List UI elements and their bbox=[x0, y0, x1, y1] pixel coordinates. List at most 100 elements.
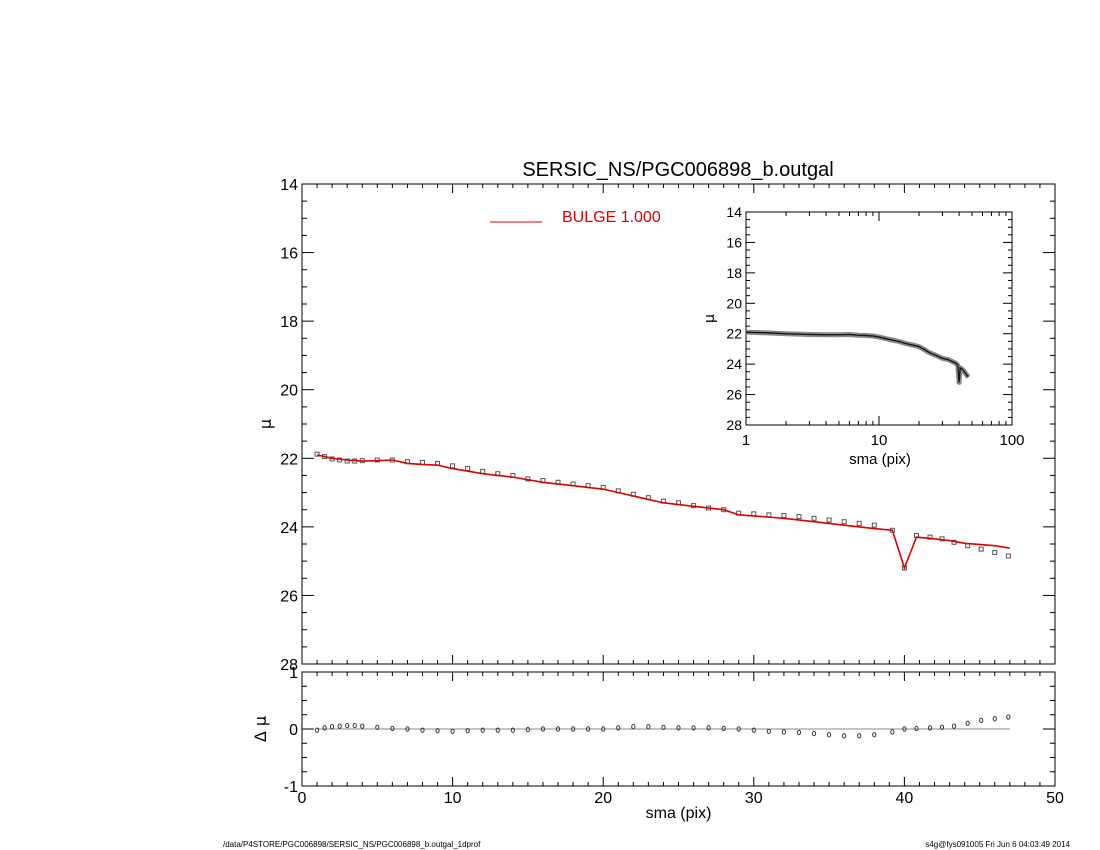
y-tick-label: -1 bbox=[284, 779, 298, 796]
inset-log-panel: 14 16 18 20 22 24 26 281 10 100 sma (pix) μ bbox=[702, 204, 1025, 468]
inset-plot-frame bbox=[745, 211, 1013, 426]
data-point bbox=[992, 550, 998, 556]
residual-point bbox=[616, 725, 621, 731]
y-tick-label: 16 bbox=[280, 246, 298, 263]
data-point bbox=[1005, 553, 1011, 559]
residual-point bbox=[751, 727, 756, 733]
inset-y-tick-label: 26 bbox=[726, 387, 742, 403]
residual-point bbox=[939, 724, 945, 730]
data-point bbox=[871, 522, 877, 528]
inset-y-tick-label: 16 bbox=[726, 234, 742, 250]
residual-point bbox=[345, 722, 350, 729]
residual-point bbox=[857, 733, 862, 739]
y-tick-label: 26 bbox=[280, 588, 298, 605]
residual-point bbox=[352, 722, 357, 729]
residual-point bbox=[390, 725, 395, 732]
residual-point bbox=[525, 726, 531, 733]
y-tick-label: 18 bbox=[280, 314, 298, 331]
footer-file-path: /data/P4STORE/PGC006898/SERSIC_NS/PGC006… bbox=[223, 840, 481, 849]
residual-point bbox=[510, 727, 515, 733]
main-profile-panel: 14 16 18 20 22 24 26 28 μ BULGE 1.000 bbox=[256, 177, 1056, 674]
residual-point bbox=[890, 729, 895, 735]
inset-x-tick-label: 100 bbox=[999, 432, 1024, 449]
residual-point bbox=[586, 726, 591, 732]
residual-point bbox=[965, 720, 970, 726]
residual-point bbox=[691, 725, 696, 731]
data-point bbox=[314, 451, 320, 457]
residual-point bbox=[435, 728, 440, 734]
data-point bbox=[465, 466, 471, 472]
inset-y-tick-label: 20 bbox=[726, 295, 742, 311]
inset-x-tick-label: 10 bbox=[871, 432, 888, 449]
data-point bbox=[811, 515, 817, 521]
inset-y-tick-label: 24 bbox=[726, 356, 742, 372]
residual-point bbox=[872, 732, 877, 738]
x-tick-label: 30 bbox=[745, 790, 763, 807]
residual-point bbox=[842, 733, 847, 739]
residual-point bbox=[314, 727, 320, 733]
residual-point bbox=[661, 724, 666, 730]
residual-point bbox=[601, 726, 606, 732]
y-tick-label: 22 bbox=[280, 451, 298, 468]
residual-point bbox=[465, 728, 470, 734]
inset-x-axis-label: sma (pix) bbox=[849, 451, 911, 468]
residual-point bbox=[570, 726, 576, 732]
residual-point bbox=[405, 726, 410, 732]
residual-point bbox=[914, 725, 919, 732]
residual-point bbox=[951, 723, 957, 729]
y-tick-label: 1 bbox=[289, 665, 298, 682]
residual-point bbox=[766, 728, 771, 734]
y-tick-label: 0 bbox=[289, 722, 298, 739]
residual-point bbox=[360, 723, 365, 729]
data-point bbox=[781, 513, 787, 519]
legend-label-bulge: BULGE 1.000 bbox=[562, 209, 661, 226]
data-point bbox=[796, 514, 802, 520]
y-tick-label: 20 bbox=[280, 383, 298, 400]
residual-point bbox=[322, 725, 327, 731]
residual-point bbox=[420, 727, 425, 733]
residual-point bbox=[480, 727, 485, 733]
data-point bbox=[344, 458, 350, 464]
y-tick-label: 28 bbox=[280, 657, 298, 674]
residual-point bbox=[979, 717, 984, 724]
residual-point bbox=[902, 726, 907, 732]
residual-point bbox=[555, 726, 561, 732]
bulge-model-line bbox=[316, 454, 1010, 571]
residual-point bbox=[992, 716, 997, 722]
x-tick-label: 20 bbox=[594, 790, 612, 807]
x-tick-label: 50 bbox=[1046, 790, 1064, 807]
residual-point bbox=[375, 724, 380, 730]
inset-y-tick-label: 28 bbox=[726, 417, 742, 433]
inset-model-line bbox=[745, 331, 969, 383]
y-tick-label: 14 bbox=[280, 177, 298, 194]
residual-point bbox=[827, 732, 832, 738]
residual-point bbox=[330, 724, 335, 730]
residual-point bbox=[1006, 714, 1011, 720]
inset-x-tick-label: 1 bbox=[742, 432, 750, 449]
x-tick-label: 10 bbox=[444, 790, 462, 807]
data-point bbox=[826, 517, 832, 523]
x-axis-label: sma (pix) bbox=[646, 805, 712, 822]
residual-point bbox=[337, 723, 342, 729]
inset-y-tick-label: 22 bbox=[726, 326, 742, 342]
residual-point bbox=[676, 725, 681, 731]
residual-point bbox=[781, 729, 787, 735]
residual-point bbox=[495, 727, 500, 733]
footer-timestamp: s4g@fys091005 Fri Jun 6 04:03:49 2014 bbox=[925, 840, 1070, 849]
x-tick-label: 40 bbox=[896, 790, 914, 807]
data-point bbox=[841, 519, 847, 525]
inset-y-tick-label: 14 bbox=[726, 204, 742, 220]
residual-point bbox=[540, 726, 546, 732]
residual-point bbox=[450, 728, 455, 734]
y-axis-label: μ bbox=[256, 419, 275, 429]
x-tick-label: 0 bbox=[298, 790, 307, 807]
residual-point bbox=[706, 725, 711, 731]
residual-point bbox=[631, 724, 636, 730]
main-title: SERSIC_NS/PGC006898_b.outgal bbox=[522, 159, 833, 181]
inset-y-axis-label: μ bbox=[702, 314, 718, 323]
residual-y-label: Δ μ bbox=[251, 716, 270, 742]
data-point bbox=[978, 546, 984, 552]
residual-point bbox=[796, 729, 802, 736]
